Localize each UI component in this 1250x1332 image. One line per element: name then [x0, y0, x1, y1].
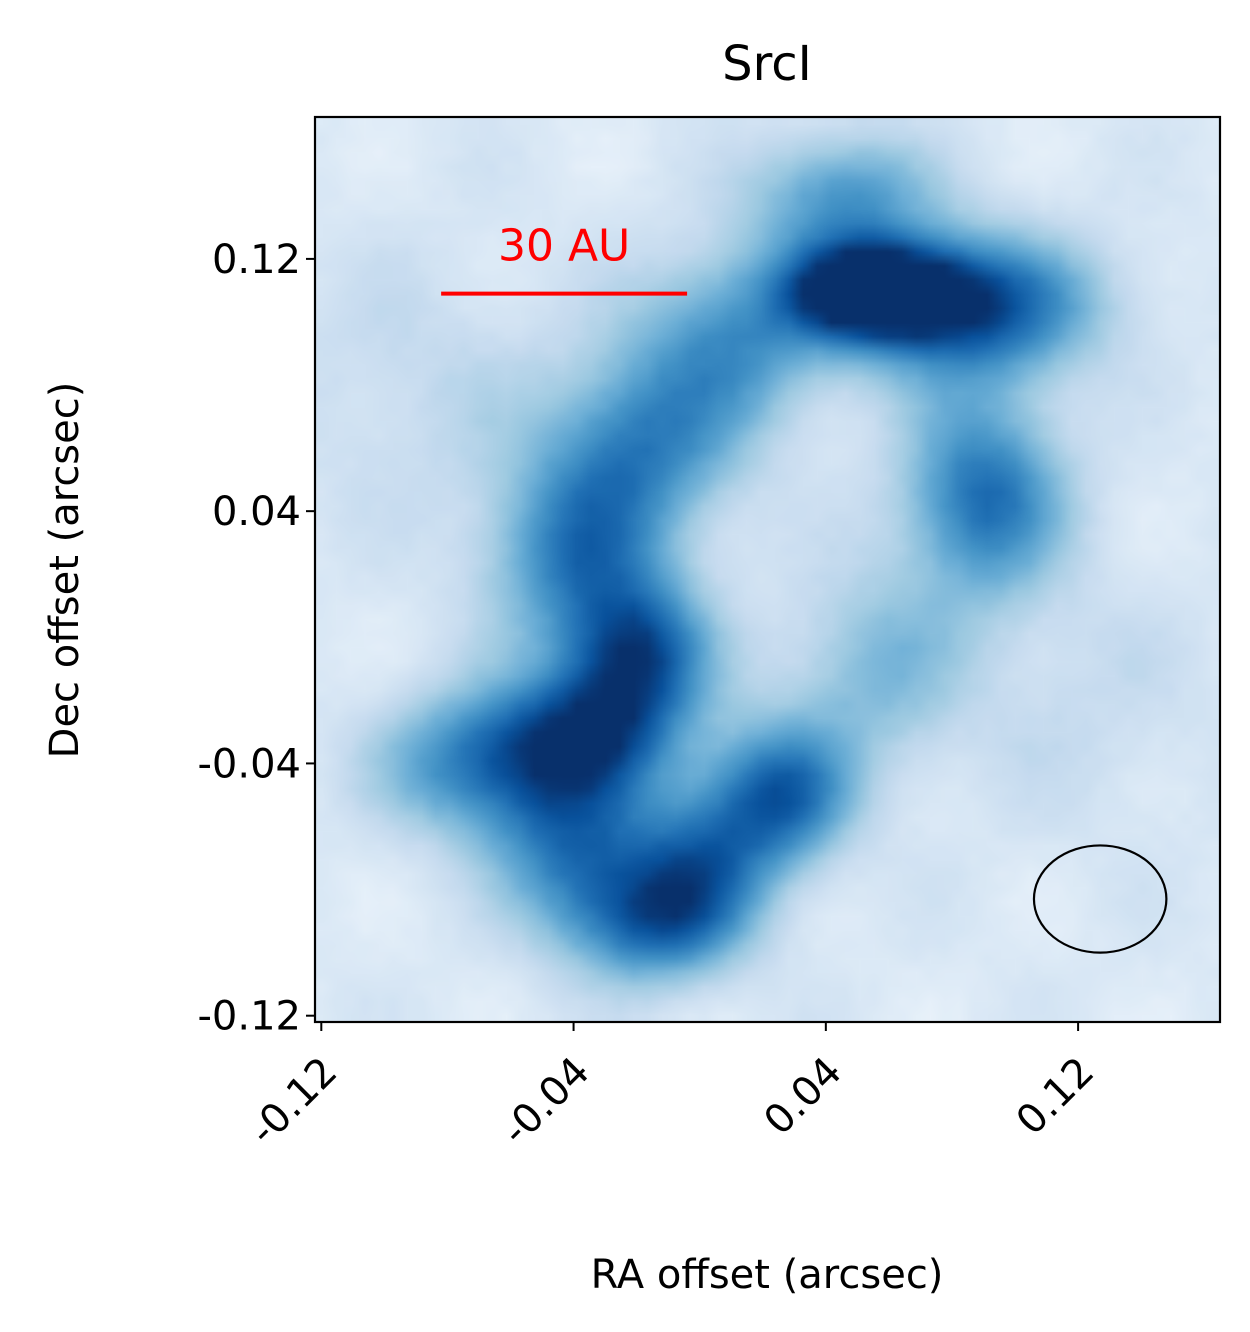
y-tick-label: 0.12	[212, 237, 301, 283]
y-tick-label: -0.12	[198, 994, 302, 1040]
chart-title: SrcI	[722, 36, 812, 92]
plot-overlays: 30 AU	[441, 221, 1168, 954]
x-tick-label: 0.04	[755, 1049, 851, 1145]
beam-ellipse	[1032, 844, 1168, 954]
emission-heatmap	[315, 117, 1220, 1022]
x-tick-label: -0.04	[493, 1049, 599, 1155]
scale-bar-label: 30 AU	[498, 221, 630, 272]
plot-area	[315, 117, 1220, 1022]
y-axis: -0.12 -0.04 0.04 0.12	[198, 237, 315, 1040]
y-axis-label: Dec offset (arcsec)	[42, 382, 88, 759]
x-tick-label: 0.12	[1008, 1049, 1104, 1145]
y-tick-label: -0.04	[198, 741, 302, 787]
x-axis-label: RA offset (arcsec)	[591, 1252, 944, 1298]
x-tick-label: -0.12	[241, 1049, 347, 1155]
y-tick-label: 0.04	[212, 489, 301, 535]
plot-frame	[313, 115, 1222, 1024]
x-axis: -0.12 -0.04 0.04 0.12	[241, 1022, 1104, 1155]
